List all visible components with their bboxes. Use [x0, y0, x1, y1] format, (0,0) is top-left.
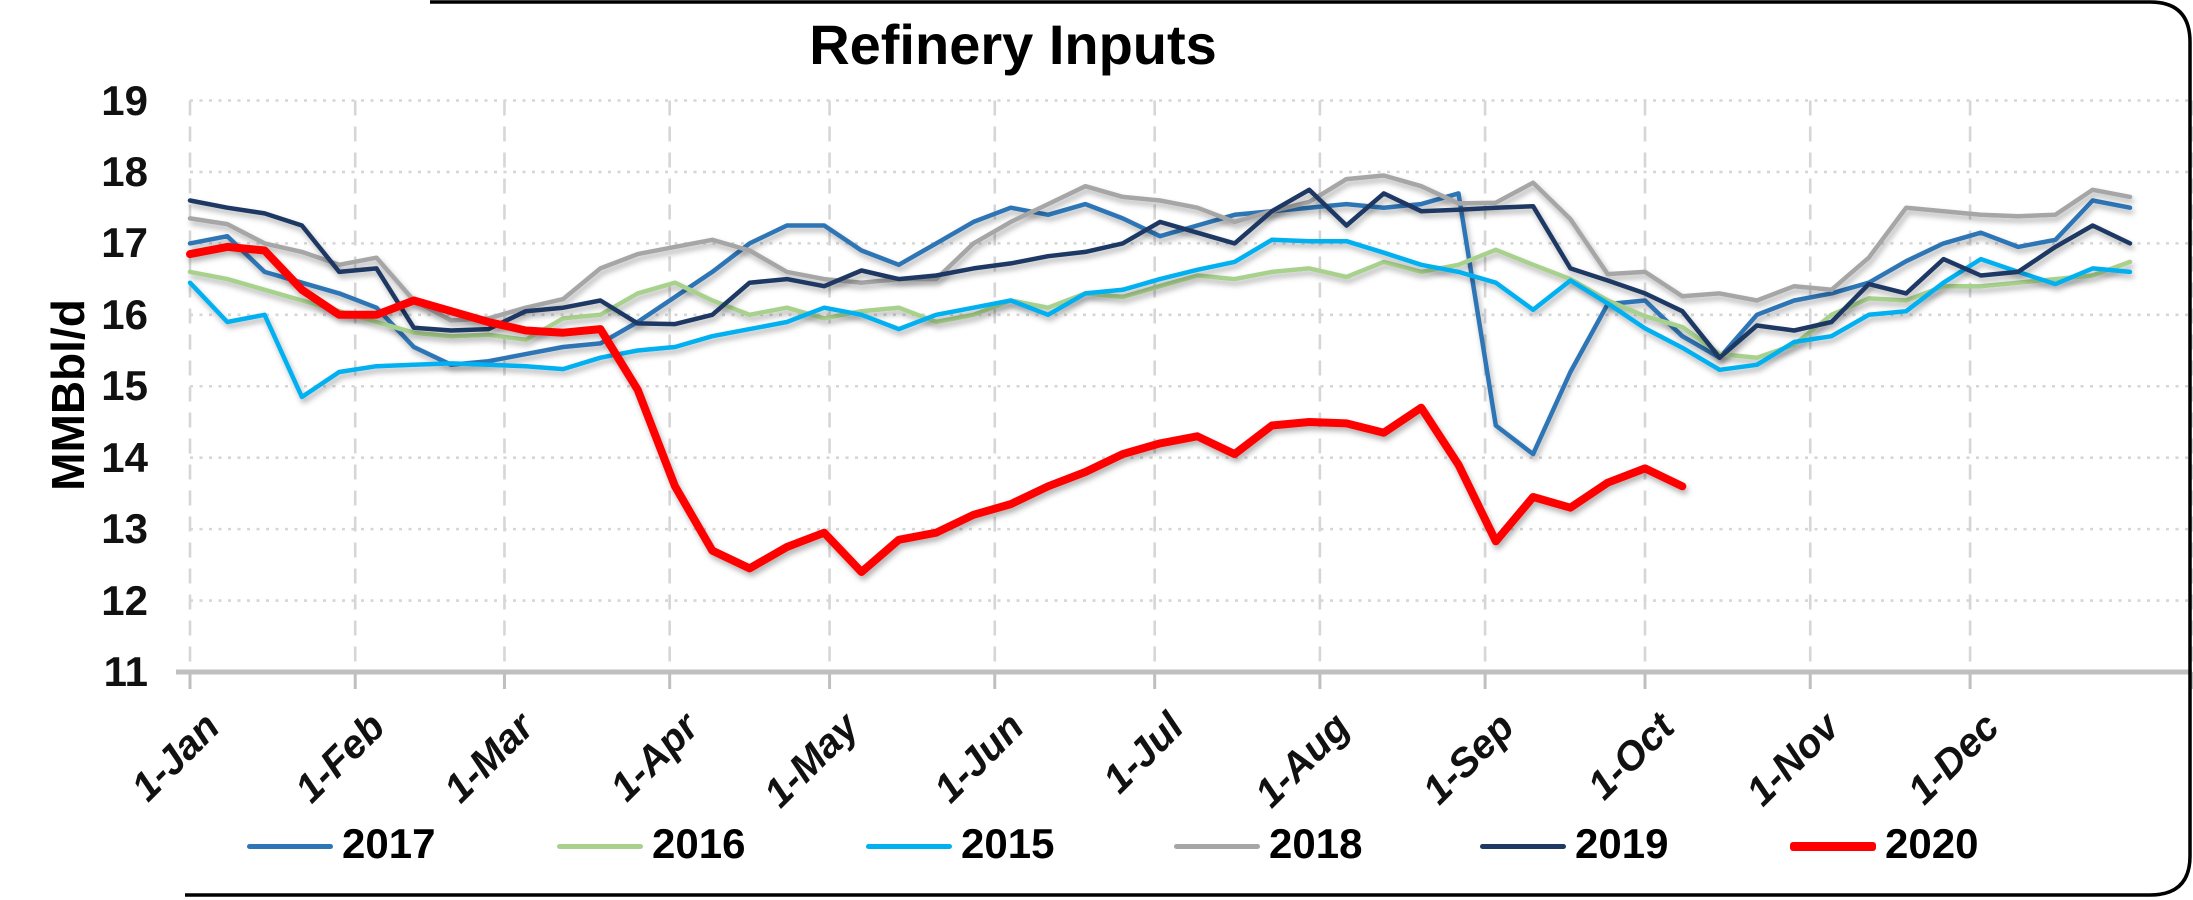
y-tick-label-13: 13 — [101, 505, 148, 553]
series-line-2015 — [187, 237, 2133, 400]
chart-title: Refinery Inputs — [809, 13, 1217, 76]
y-tick-label-14: 14 — [101, 433, 148, 481]
series-line-2017 — [187, 191, 2133, 457]
series-line-2019 — [187, 187, 2133, 360]
series-line-2018 — [187, 173, 2133, 323]
y-tick-label-15: 15 — [101, 362, 148, 410]
y-tick-label-11: 11 — [103, 648, 148, 695]
y-tick-label-16: 16 — [101, 290, 148, 338]
series-line-2016 — [187, 247, 2133, 360]
series-line-2020 — [186, 242, 1687, 576]
y-tick-label-18: 18 — [101, 147, 148, 195]
y-tick-label-19: 19 — [101, 76, 148, 124]
y-tick-label-12: 12 — [101, 576, 148, 624]
y-tick-label-17: 17 — [101, 219, 148, 267]
screenshot-frame-border — [185, 0, 2192, 897]
